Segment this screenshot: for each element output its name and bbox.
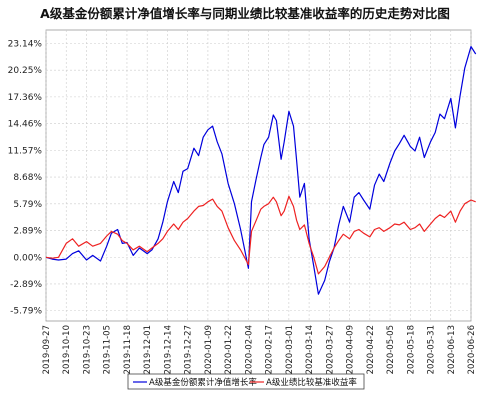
x-tick-label: 2020-05-31: [427, 325, 437, 374]
x-tick-label: 2020-04-22: [366, 325, 376, 374]
series-line-1: [45, 195, 476, 275]
x-tick-label: 2020-01-09: [204, 325, 214, 374]
y-tick-label: 0.00%: [13, 253, 42, 263]
x-tick-label: 2019-12-27: [184, 325, 194, 374]
legend: A级基金份额累计净值增长率 A级业绩比较基准收益率: [127, 373, 365, 390]
y-tick-label: 2.89%: [13, 227, 42, 237]
legend-label-benchmark-return: A级业绩比较基准收益率: [266, 377, 357, 388]
series-line-0: [45, 45, 477, 295]
x-tick-label: 2020-03-14: [305, 325, 315, 374]
x-tick-label: 2020-03-27: [325, 325, 335, 374]
y-tick-label: 20.25%: [8, 66, 43, 76]
x-tick-label: 2019-10-10: [62, 325, 72, 374]
x-tick-label: 2019-11-05: [103, 325, 113, 374]
x-tick-label: 2020-04-09: [346, 325, 356, 374]
y-tick-label: 8.68%: [13, 173, 42, 183]
x-tick-label: 2020-06-26: [467, 325, 477, 374]
x-tick-label: 2019-11-18: [123, 325, 133, 374]
series-lines: [45, 45, 477, 295]
y-tick-label: 23.14%: [8, 39, 43, 49]
legend-box: [127, 373, 365, 390]
x-tick-label: 2019-12-01: [143, 325, 153, 374]
chart-title: A级基金份额累计净值增长率与同期业绩比较基准收益率的历史走势对比图: [40, 6, 450, 21]
x-tick-label: 2019-12-14: [163, 325, 173, 374]
x-tick-label: 2020-02-04: [244, 325, 254, 374]
x-tick-label: 2020-05-18: [406, 325, 416, 374]
grid-lines: [45, 30, 472, 321]
y-tick-label: 14.46%: [8, 120, 43, 130]
y-tick-label: 5.79%: [13, 200, 42, 210]
x-tick-label: 2019-10-23: [82, 325, 92, 374]
x-tick-label: 2020-03-01: [285, 325, 295, 374]
y-tick-label: -2.89%: [10, 280, 42, 290]
x-tick-label: 2020-01-22: [224, 325, 234, 374]
x-axis-ticks: 2019-09-27 2019-10-10 2019-10-23 2019-11-05…: [42, 325, 477, 374]
legend-label-fund-return: A级基金份额累计净值增长率: [149, 377, 257, 388]
x-tick-label: 2020-02-17: [265, 325, 275, 374]
x-tick-label: 2019-09-27: [42, 325, 52, 374]
y-tick-label: -5.79%: [10, 307, 42, 317]
x-tick-label: 2020-06-13: [447, 325, 457, 374]
y-tick-label: 17.36%: [8, 93, 43, 103]
y-tick-label: 11.57%: [8, 146, 43, 156]
y-axis-ticks: -5.79% -2.89% 0.00% 2.89% 5.79% 8.68% 11.57% 14…: [8, 39, 43, 316]
plot-area: [45, 29, 472, 322]
x-tick-label: 2020-05-05: [386, 325, 396, 374]
